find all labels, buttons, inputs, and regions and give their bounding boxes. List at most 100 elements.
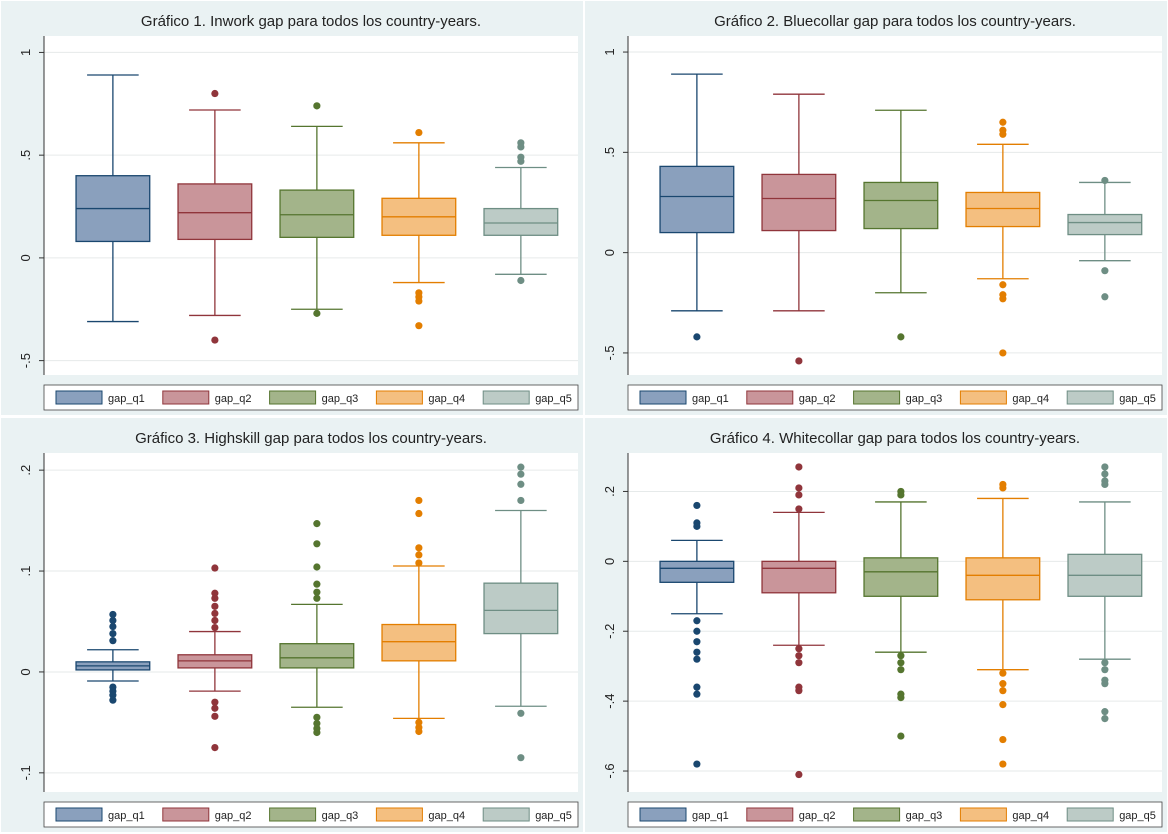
box (863, 181, 939, 230)
y-tick-label: -.1 (18, 765, 33, 780)
y-tick-label: .2 (602, 486, 617, 497)
legend-label: gap_q3 (906, 810, 943, 822)
outlier (795, 505, 803, 513)
outlier (313, 540, 321, 548)
chart-title: Gráfico 4. Whitecollar gap para todos lo… (710, 430, 1080, 447)
outlier (415, 509, 423, 518)
outlier (211, 594, 219, 602)
legend-swatch (853, 390, 901, 405)
outlier (517, 463, 525, 471)
legend-label: gap_q4 (428, 393, 465, 405)
outlier (693, 522, 701, 530)
legend-swatch (639, 807, 687, 822)
outlier (313, 309, 321, 317)
outlier (1101, 470, 1109, 478)
outlier (795, 659, 803, 667)
outlier (109, 616, 117, 625)
outlier (211, 602, 219, 610)
outlier (211, 616, 219, 625)
legend-swatch (853, 807, 901, 822)
outlier (313, 520, 321, 528)
outlier (693, 617, 701, 625)
outlier (897, 694, 905, 702)
y-tick-label: -.6 (602, 763, 617, 778)
outlier (1101, 659, 1109, 667)
outlier (693, 760, 701, 768)
legend-label: gap_q2 (215, 393, 252, 405)
outlier (999, 760, 1007, 768)
outlier (999, 130, 1007, 138)
outlier (211, 712, 219, 720)
y-tick-label: .5 (18, 150, 33, 161)
outlier (999, 687, 1007, 695)
legend-swatch (746, 390, 794, 405)
legend-swatch (55, 807, 103, 822)
legend-swatch (959, 807, 1007, 822)
outlier (415, 727, 423, 736)
outlier (1101, 267, 1109, 275)
legend-label: gap_q2 (799, 810, 836, 822)
box (965, 191, 1041, 228)
legend-swatch (55, 390, 103, 405)
legend-label: gap_q3 (906, 393, 943, 405)
y-tick-label: 1 (602, 48, 617, 55)
outlier (109, 637, 117, 645)
y-tick-label: 0 (602, 558, 617, 565)
outlier (795, 484, 803, 492)
y-tick-label: 0 (602, 249, 617, 256)
box (483, 582, 559, 635)
outlier (795, 652, 803, 660)
panel: Gráfico 1. Inwork gap para todos los cou… (1, 1, 583, 415)
outlier (313, 719, 321, 727)
outlier (1101, 708, 1109, 716)
outlier (211, 609, 219, 618)
outlier (897, 333, 905, 341)
outlier (517, 496, 525, 505)
y-tick-label: -.5 (18, 353, 33, 368)
outlier (795, 645, 803, 653)
outlier (415, 559, 423, 567)
outlier (1101, 666, 1109, 674)
panel: Gráfico 4. Whitecollar gap para todos lo… (585, 418, 1167, 832)
outlier (693, 627, 701, 635)
outlier (693, 655, 701, 663)
outlier (897, 666, 905, 674)
legend-label: gap_q1 (692, 393, 729, 405)
outlier (1101, 480, 1109, 489)
y-tick-label: .5 (602, 147, 617, 158)
outlier (1101, 176, 1109, 185)
outlier (517, 754, 525, 762)
outlier (693, 638, 701, 646)
outlier (517, 276, 525, 285)
outlier (517, 709, 525, 717)
box (279, 189, 355, 238)
outlier (517, 157, 525, 165)
outlier (211, 336, 219, 344)
outlier (1101, 715, 1109, 723)
outlier (897, 659, 905, 667)
legend-swatch (482, 807, 530, 822)
outlier (795, 770, 803, 779)
outlier (999, 349, 1007, 357)
outlier (313, 713, 321, 721)
legend-swatch (959, 390, 1007, 405)
legend-swatch (639, 390, 687, 405)
legend-label: gap_q2 (799, 393, 836, 405)
chart-title: Gráfico 2. Bluecollar gap para todos los… (714, 13, 1076, 30)
outlier (795, 491, 803, 499)
outlier (211, 698, 219, 706)
legend-swatch (269, 807, 317, 822)
outlier (999, 295, 1007, 303)
box (659, 165, 735, 234)
outlier (517, 470, 525, 478)
y-tick-label: 1 (18, 49, 33, 56)
y-tick-label: 0 (18, 668, 33, 675)
outlier (795, 463, 803, 471)
box (279, 643, 355, 669)
outlier (1101, 680, 1109, 688)
box (483, 207, 559, 236)
y-tick-label: -.5 (602, 345, 617, 360)
box (761, 173, 837, 232)
legend-label: gap_q4 (428, 810, 465, 822)
outlier (211, 623, 219, 632)
